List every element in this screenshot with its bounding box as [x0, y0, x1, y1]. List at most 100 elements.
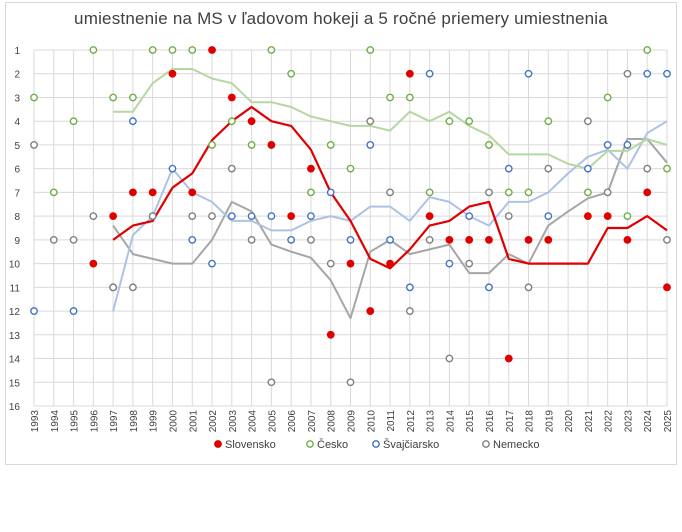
- x-tick-label: 2012: [406, 410, 417, 433]
- x-tick-label: 2004: [248, 410, 259, 433]
- point-Česko-2017: [504, 188, 513, 197]
- x-tick-label: 2007: [307, 410, 318, 433]
- point-Česko-2009: [346, 164, 355, 173]
- x-tick-label: 2002: [208, 410, 219, 433]
- point-Slovensko-1998: [129, 188, 137, 197]
- point-Nemecko-2016: [485, 188, 493, 197]
- x-tick-label: 2009: [347, 410, 358, 433]
- avg-line-Slovensko: [112, 105, 668, 270]
- point-Slovensko-2023: [623, 235, 632, 244]
- point-Česko-1997: [109, 93, 118, 102]
- point-Švajčiarsko-2013: [425, 69, 434, 78]
- point-Slovensko-2018: [524, 235, 533, 244]
- x-tick-label: 2024: [643, 410, 654, 433]
- y-tick-label: 3: [14, 93, 20, 104]
- point-Švajčiarsko-2004: [247, 212, 256, 221]
- x-tick-label: 2021: [584, 410, 595, 433]
- point-Slovensko-2011: [386, 259, 394, 268]
- chart-frame: [5, 2, 677, 465]
- point-Nemecko-1998: [129, 283, 137, 292]
- point-Nemecko-2014: [445, 354, 454, 363]
- y-tick-label: 12: [9, 307, 21, 318]
- point-Slovensko-1999: [148, 188, 157, 197]
- point-Slovensko-2009: [346, 259, 355, 268]
- x-tick-label: 2025: [663, 410, 674, 433]
- point-Nemecko-1995: [69, 235, 78, 244]
- y-tick-label: 9: [14, 236, 20, 247]
- x-tick-label: 2019: [544, 410, 555, 433]
- x-tick-label: 2010: [366, 410, 377, 433]
- point-Slovensko-2004: [247, 117, 256, 126]
- x-axis-ticks: 1993 1994 1995 1996 1997 1998 1999 2000 2001 2002…: [30, 410, 674, 433]
- legend-marker-Česko: [306, 440, 314, 448]
- y-tick-label: 7: [14, 188, 20, 199]
- point-Švajčiarsko-2002: [208, 259, 216, 268]
- x-tick-label: 1996: [89, 410, 100, 433]
- y-tick-label: 6: [14, 165, 20, 176]
- point-Nemecko-2013: [425, 235, 434, 244]
- y-tick-label: 14: [9, 355, 21, 366]
- point-Švajčiarsko-2021: [583, 164, 592, 173]
- x-tick-label: 2020: [564, 410, 575, 433]
- point-Nemecko-1994: [49, 235, 58, 244]
- point-Nemecko-2008: [326, 259, 335, 268]
- chart-title: umiestnenie na MS v ľadovom hokeji a 5 r…: [74, 9, 608, 28]
- x-tick-label: 2008: [327, 410, 338, 433]
- x-tick-label: 2005: [267, 410, 278, 433]
- y-tick-label: 10: [9, 260, 21, 271]
- x-tick-label: 1999: [149, 410, 160, 433]
- point-Česko-2025: [663, 164, 671, 173]
- point-Slovensko-2024: [643, 188, 652, 197]
- point-Slovensko-2017: [504, 354, 513, 363]
- point-Česko-2012: [405, 93, 414, 102]
- point-Česko-2006: [287, 69, 296, 78]
- point-Slovensko-2019: [544, 235, 553, 244]
- point-Švajčiarsko-2007: [307, 212, 315, 221]
- point-Nemecko-2023: [623, 69, 632, 78]
- point-Česko-2007: [307, 188, 315, 197]
- point-Nemecko-2012: [405, 307, 414, 315]
- point-Nemecko-2009: [346, 378, 355, 387]
- legend-label-Slovensko: Slovensko: [225, 439, 276, 451]
- point-Nemecko-1999: [148, 212, 157, 221]
- point-Švajčiarsko-2006: [287, 235, 296, 244]
- point-Česko-2023: [623, 212, 632, 221]
- point-Švajčiarsko-2018: [524, 69, 533, 78]
- point-Švajčiarsko-2008: [326, 188, 335, 197]
- x-tick-label: 2018: [525, 410, 536, 433]
- y-tick-label: 16: [9, 402, 21, 413]
- point-Nemecko-2011: [386, 188, 394, 197]
- point-Slovensko-1997: [109, 212, 118, 221]
- x-tick-label: 2006: [287, 410, 298, 433]
- point-Švajčiarsko-2010: [366, 141, 375, 149]
- point-Nemecko-2004: [247, 235, 256, 244]
- point-Česko-2003: [227, 117, 236, 126]
- point-Česko-2021: [583, 188, 592, 197]
- point-Nemecko-2025: [663, 235, 671, 244]
- point-Česko-2015: [465, 117, 474, 126]
- point-Švajčiarsko-2003: [227, 212, 236, 221]
- point-Nemecko-2002: [208, 212, 216, 221]
- point-Česko-1996: [89, 46, 98, 54]
- point-Nemecko-2005: [267, 378, 276, 387]
- point-Česko-1994: [49, 188, 58, 197]
- point-Švajčiarsko-2019: [544, 212, 553, 221]
- point-Slovensko-2012: [405, 69, 414, 78]
- legend-label-Česko: Česko: [317, 438, 348, 451]
- point-Nemecko-2001: [188, 212, 197, 221]
- point-Švajčiarsko-1998: [129, 117, 137, 126]
- point-Nemecko-2015: [465, 259, 474, 268]
- point-Slovensko-2015: [465, 235, 474, 244]
- point-Švajčiarsko-2017: [504, 164, 513, 173]
- point-Slovensko-2008: [326, 330, 335, 339]
- y-tick-label: 8: [14, 212, 20, 223]
- x-tick-label: 2000: [168, 410, 179, 433]
- y-tick-label: 1: [14, 46, 20, 57]
- point-Švajčiarsko-1993: [30, 307, 38, 315]
- point-Česko-2000: [168, 46, 177, 54]
- point-Švajčiarsko-2014: [445, 259, 454, 268]
- point-Švajčiarsko-2000: [168, 164, 177, 173]
- point-Nemecko-2010: [366, 117, 375, 126]
- point-Nemecko-2022: [603, 188, 612, 197]
